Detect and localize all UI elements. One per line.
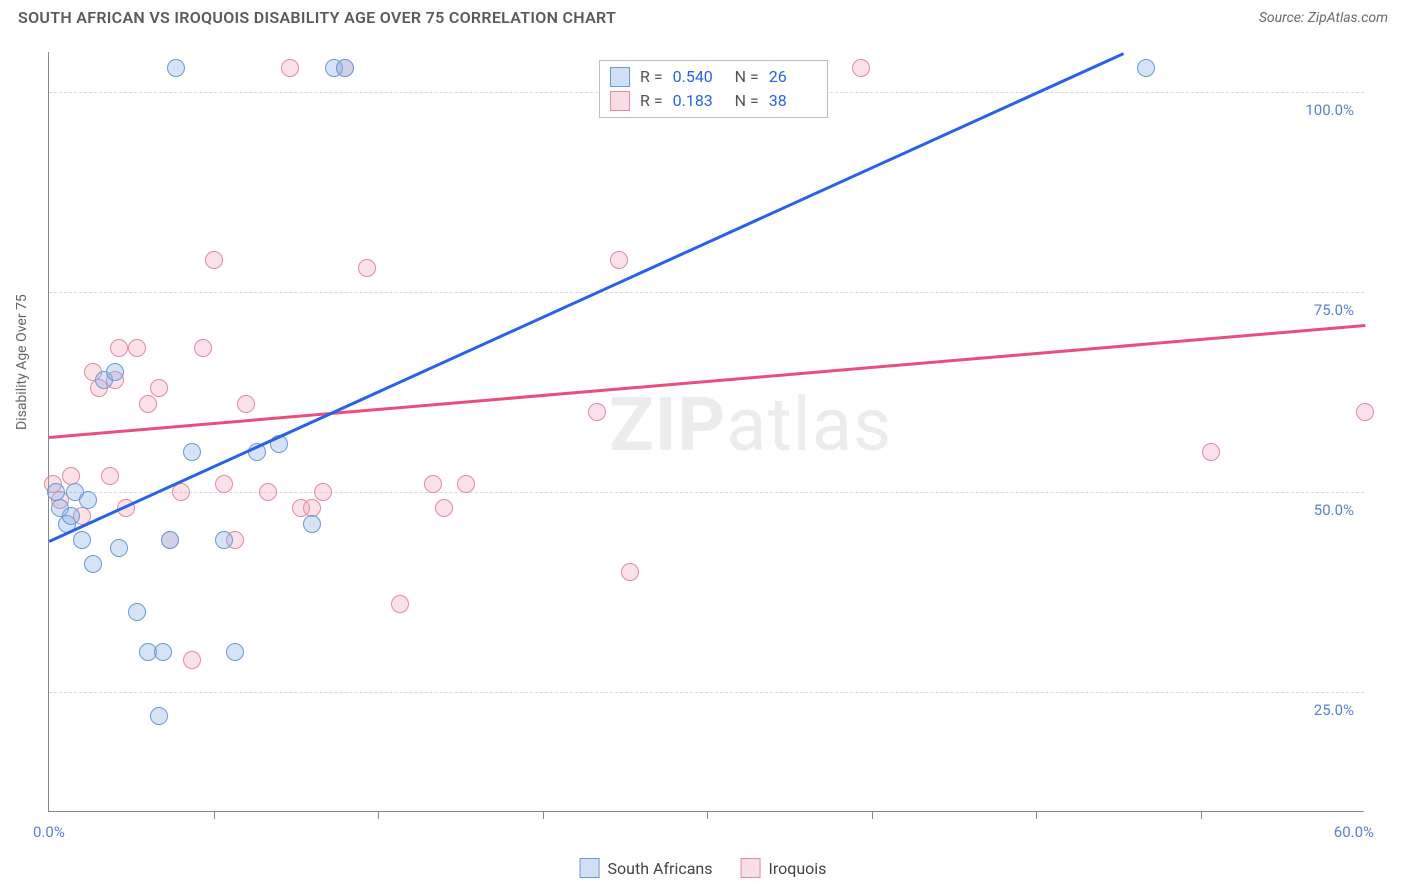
data-point-ir xyxy=(852,59,870,77)
stat-n-label: N = xyxy=(731,89,759,113)
data-point-sa xyxy=(226,643,244,661)
data-point-sa xyxy=(150,707,168,725)
data-point-ir xyxy=(205,251,223,269)
data-point-sa xyxy=(106,363,124,381)
correlation-stats-box: R = 0.540 N = 26 R = 0.183 N = 38 xyxy=(599,60,828,118)
swatch-icon xyxy=(610,91,630,111)
data-point-sa xyxy=(62,507,80,525)
data-point-ir xyxy=(457,475,475,493)
data-point-ir xyxy=(281,59,299,77)
y-axis-label: Disability Age Over 75 xyxy=(14,294,30,430)
legend-label: South Africans xyxy=(608,859,713,878)
y-tick-label: 100.0% xyxy=(1305,101,1354,119)
data-point-ir xyxy=(183,651,201,669)
data-point-sa xyxy=(167,59,185,77)
data-point-ir xyxy=(391,595,409,613)
data-point-ir xyxy=(1202,443,1220,461)
chart-title: SOUTH AFRICAN VS IROQUOIS DISABILITY AGE… xyxy=(18,8,616,27)
data-point-ir xyxy=(314,483,332,501)
data-point-sa xyxy=(154,643,172,661)
x-tick-label: 60.0% xyxy=(1334,823,1374,841)
swatch-icon xyxy=(741,858,761,878)
trend-line-sa xyxy=(48,52,1124,542)
data-point-ir xyxy=(621,563,639,581)
stat-r-value: 0.183 xyxy=(673,89,721,113)
data-point-sa xyxy=(110,539,128,557)
stats-row: R = 0.540 N = 26 xyxy=(610,65,817,89)
stats-row: R = 0.183 N = 38 xyxy=(610,89,817,113)
x-tick xyxy=(1036,811,1037,819)
data-point-ir xyxy=(259,483,277,501)
x-tick xyxy=(1201,811,1202,819)
data-point-sa xyxy=(1137,59,1155,77)
data-point-sa xyxy=(84,555,102,573)
y-tick-label: 25.0% xyxy=(1314,701,1354,719)
data-point-sa xyxy=(73,531,91,549)
legend-label: Iroquois xyxy=(769,859,827,878)
swatch-icon xyxy=(580,858,600,878)
legend-item-south-africans: South Africans xyxy=(580,858,713,878)
x-tick-label: 0.0% xyxy=(33,823,65,841)
data-point-ir xyxy=(588,403,606,421)
data-point-sa xyxy=(161,531,179,549)
legend-item-iroquois: Iroquois xyxy=(741,858,827,878)
gridline xyxy=(49,292,1364,293)
x-tick xyxy=(543,811,544,819)
x-tick xyxy=(872,811,873,819)
data-point-ir xyxy=(128,339,146,357)
swatch-icon xyxy=(610,67,630,87)
data-point-sa xyxy=(215,531,233,549)
stat-n-value: 38 xyxy=(769,89,817,113)
data-point-ir xyxy=(424,475,442,493)
data-point-ir xyxy=(139,395,157,413)
stat-n-label: N = xyxy=(731,65,759,89)
data-point-ir xyxy=(150,379,168,397)
legend-bottom: South Africans Iroquois xyxy=(580,858,827,878)
data-point-sa xyxy=(128,603,146,621)
data-point-sa xyxy=(336,59,354,77)
stat-r-label: R = xyxy=(640,89,663,113)
data-point-sa xyxy=(79,491,97,509)
data-point-sa xyxy=(183,443,201,461)
data-point-ir xyxy=(435,499,453,517)
x-tick xyxy=(378,811,379,819)
x-tick xyxy=(214,811,215,819)
data-point-sa xyxy=(303,515,321,533)
data-point-ir xyxy=(237,395,255,413)
y-tick-label: 75.0% xyxy=(1314,301,1354,319)
scatter-plot-area: ZIPatlas 25.0%50.0%75.0%100.0%0.0%60.0%R… xyxy=(48,52,1364,812)
source-attribution: Source: ZipAtlas.com xyxy=(1259,10,1388,26)
y-tick-label: 50.0% xyxy=(1314,501,1354,519)
stat-r-label: R = xyxy=(640,65,663,89)
data-point-ir xyxy=(110,339,128,357)
stat-n-value: 26 xyxy=(769,65,817,89)
data-point-ir xyxy=(1356,403,1374,421)
gridline xyxy=(49,692,1364,693)
x-tick xyxy=(707,811,708,819)
trend-line-ir xyxy=(49,324,1365,438)
watermark: ZIPatlas xyxy=(609,382,892,469)
gridline xyxy=(49,492,1364,493)
data-point-ir xyxy=(215,475,233,493)
stat-r-value: 0.540 xyxy=(673,65,721,89)
data-point-ir xyxy=(101,467,119,485)
data-point-ir xyxy=(194,339,212,357)
data-point-ir xyxy=(610,251,628,269)
data-point-ir xyxy=(358,259,376,277)
